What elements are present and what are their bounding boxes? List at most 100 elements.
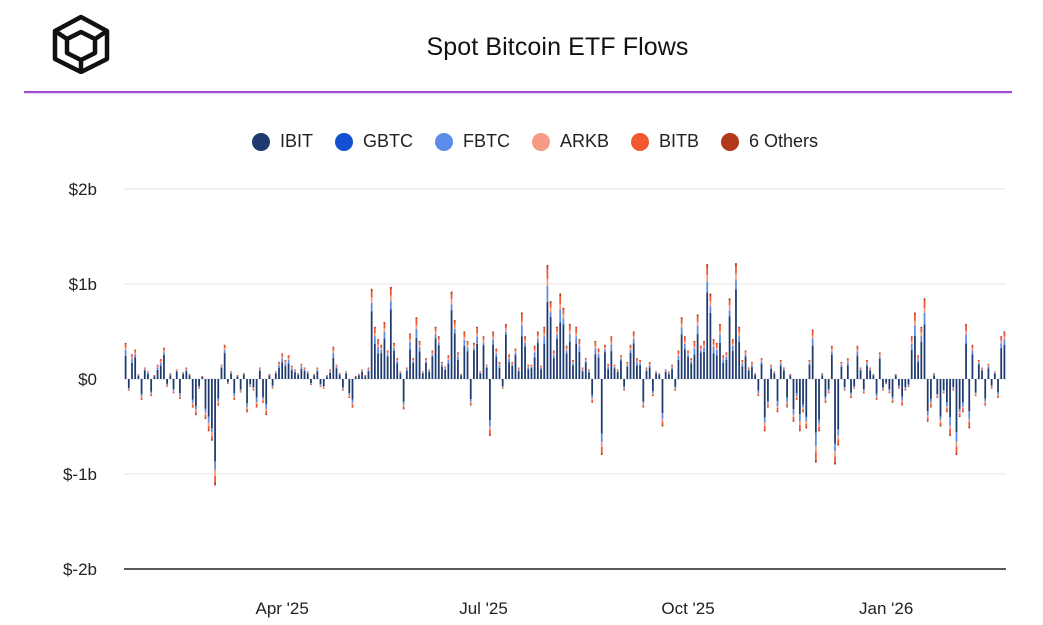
flow-bar[interactable] (715, 349, 718, 356)
flow-bar[interactable] (885, 383, 888, 384)
flow-bar[interactable] (786, 379, 788, 398)
flow-bar[interactable] (131, 362, 133, 379)
flow-bar[interactable] (799, 429, 801, 432)
flow-bar[interactable] (163, 350, 165, 353)
flow-bar[interactable] (217, 404, 220, 406)
flow-bar[interactable] (294, 371, 296, 373)
flow-bar[interactable] (974, 392, 977, 394)
flow-bar[interactable] (469, 404, 472, 406)
flow-bar[interactable] (907, 386, 910, 387)
flow-bar[interactable] (878, 358, 881, 379)
flow-bar[interactable] (875, 397, 878, 400)
flow-bar[interactable] (380, 348, 383, 351)
flow-bar[interactable] (808, 360, 811, 362)
flow-bar[interactable] (645, 370, 648, 379)
flow-bar[interactable] (505, 328, 507, 332)
flow-bar[interactable] (274, 371, 277, 372)
flow-bar[interactable] (319, 385, 322, 387)
flow-bar[interactable] (380, 350, 383, 354)
flow-bar[interactable] (645, 369, 648, 371)
flow-bar[interactable] (946, 406, 948, 409)
flow-bar[interactable] (134, 354, 137, 358)
flow-bar[interactable] (412, 361, 415, 363)
flow-bar[interactable] (460, 374, 463, 375)
flow-bar[interactable] (479, 373, 482, 379)
flow-bar[interactable] (725, 355, 728, 357)
flow-bar[interactable] (370, 297, 373, 303)
flow-bar[interactable] (616, 369, 619, 371)
flow-bar[interactable] (993, 372, 996, 374)
flow-bar[interactable] (345, 371, 347, 372)
flow-bar[interactable] (306, 372, 309, 374)
flow-bar[interactable] (236, 375, 239, 376)
flow-bar[interactable] (674, 388, 677, 389)
flow-bar[interactable] (156, 367, 159, 370)
flow-bar[interactable] (575, 326, 578, 329)
flow-bar[interactable] (958, 409, 961, 412)
flow-bar[interactable] (805, 420, 808, 424)
flow-bar[interactable] (901, 404, 904, 406)
flow-bar[interactable] (776, 411, 779, 413)
flow-bar[interactable] (377, 339, 379, 341)
flow-bar[interactable] (457, 356, 459, 360)
flow-bar[interactable] (351, 402, 354, 405)
flow-bar[interactable] (437, 342, 440, 346)
flow-bar[interactable] (466, 344, 469, 348)
flow-bar[interactable] (610, 351, 613, 379)
flow-bar[interactable] (728, 305, 731, 311)
flow-bar[interactable] (993, 373, 996, 379)
flow-bar[interactable] (425, 360, 427, 362)
flow-bar[interactable] (546, 301, 549, 379)
flow-bar[interactable] (971, 344, 974, 346)
flow-bar[interactable] (268, 374, 271, 376)
flow-bar[interactable] (683, 341, 686, 344)
flow-bar[interactable] (505, 323, 507, 326)
flow-bar[interactable] (169, 374, 172, 376)
flow-bar[interactable] (565, 346, 568, 349)
flow-bar[interactable] (310, 384, 312, 385)
flow-bar[interactable] (703, 347, 705, 352)
flow-bar[interactable] (489, 379, 491, 421)
flow-bar[interactable] (543, 328, 546, 334)
flow-bar[interactable] (690, 361, 693, 364)
flow-bar[interactable] (431, 356, 434, 379)
flow-bar[interactable] (147, 372, 149, 373)
flow-bar[interactable] (284, 363, 287, 366)
flow-bar[interactable] (198, 386, 200, 388)
flow-bar[interactable] (249, 385, 252, 386)
flow-bar[interactable] (904, 390, 907, 391)
flow-bar[interactable] (405, 367, 408, 369)
flow-bar[interactable] (706, 275, 709, 283)
flow-bar[interactable] (473, 342, 475, 344)
flow-bar[interactable] (239, 389, 242, 391)
flow-bar[interactable] (965, 334, 967, 344)
flow-bar[interactable] (556, 334, 558, 339)
flow-bar[interactable] (843, 389, 846, 391)
flow-bar[interactable] (952, 388, 955, 390)
flow-bar[interactable] (294, 372, 296, 379)
flow-bar[interactable] (917, 357, 919, 360)
flow-bar[interactable] (901, 400, 904, 403)
flow-bar[interactable] (367, 371, 370, 379)
flow-bar[interactable] (175, 370, 178, 372)
flow-bar[interactable] (588, 369, 590, 371)
flow-bar[interactable] (661, 418, 664, 422)
flow-bar[interactable] (351, 406, 354, 408)
flow-bar[interactable] (763, 429, 766, 432)
flow-bar[interactable] (342, 379, 344, 388)
flow-bar[interactable] (358, 375, 360, 379)
flow-bar[interactable] (373, 344, 376, 379)
flow-bar[interactable] (591, 394, 594, 399)
flow-bar[interactable] (262, 379, 264, 398)
flow-bar[interactable] (850, 392, 852, 395)
flow-bar[interactable] (437, 339, 440, 343)
flow-bar[interactable] (856, 345, 859, 347)
flow-bar[interactable] (444, 366, 447, 368)
flow-bar[interactable] (690, 358, 693, 361)
flow-bar[interactable] (230, 371, 232, 372)
flow-bar[interactable] (498, 367, 501, 379)
flow-bar[interactable] (594, 354, 597, 379)
flow-bar[interactable] (843, 390, 846, 391)
flow-bar[interactable] (620, 355, 622, 356)
flow-bar[interactable] (338, 374, 341, 375)
